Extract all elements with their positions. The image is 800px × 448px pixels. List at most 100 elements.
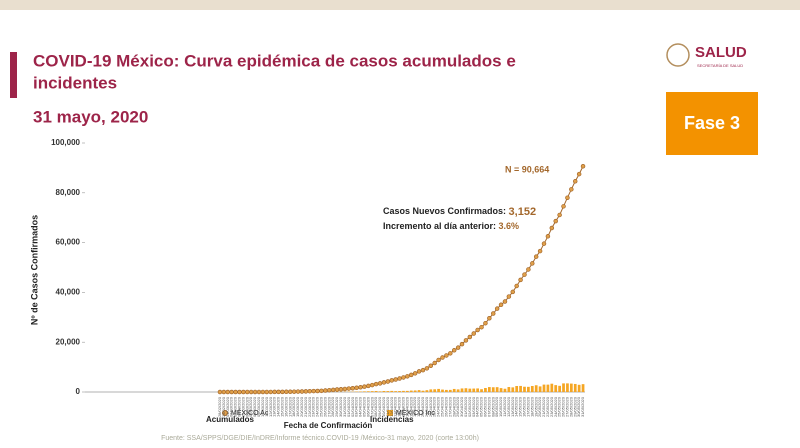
x-tick-label: 06/03/2020 xyxy=(244,396,249,417)
bar xyxy=(382,390,386,392)
point xyxy=(565,195,570,200)
point xyxy=(444,353,449,358)
bar xyxy=(558,385,561,392)
x-tick-label: 17/03/2020 xyxy=(287,396,292,417)
bar xyxy=(507,387,511,392)
point xyxy=(276,389,281,395)
x-tick-label: 16/04/2020 xyxy=(404,396,409,417)
point xyxy=(245,389,250,395)
x-tick-label: 02/04/2020 xyxy=(350,396,355,417)
new-label-text: Casos Nuevos Confirmados: xyxy=(383,206,506,216)
bar xyxy=(491,387,495,392)
point xyxy=(502,299,508,304)
bar xyxy=(437,388,440,392)
point xyxy=(248,389,254,395)
bar xyxy=(550,383,554,392)
point xyxy=(533,254,539,259)
point xyxy=(299,389,305,394)
x-tick-label: 19/04/2020 xyxy=(416,396,421,417)
x-tick-label: 26/05/2020 xyxy=(561,396,566,417)
point xyxy=(338,387,344,392)
x-tick-label: 24/05/2020 xyxy=(553,396,558,417)
point xyxy=(448,351,453,356)
point xyxy=(412,371,418,376)
x-tick-label: 09/04/2020 xyxy=(377,396,382,417)
x-tick-label: 15/05/2020 xyxy=(518,396,523,417)
bar xyxy=(523,386,526,392)
new-value: 3,152 xyxy=(509,206,537,218)
bar xyxy=(421,390,425,392)
bar xyxy=(499,388,503,392)
x-tick-label: 17/04/2020 xyxy=(408,396,413,417)
x-tick-label: 03/05/2020 xyxy=(471,396,476,417)
x-tick-label: 25/04/2020 xyxy=(440,396,445,417)
bar xyxy=(519,385,522,392)
inc-annotation: Incremento al día anterior: 3.6% xyxy=(383,221,519,231)
x-tick-label: 14/05/2020 xyxy=(514,396,519,417)
legend-swatch xyxy=(222,410,228,416)
bar xyxy=(515,386,519,392)
x-tick-label: 21/04/2020 xyxy=(424,396,429,417)
point xyxy=(494,306,500,311)
x-tick-label: 30/05/2020 xyxy=(576,396,581,417)
inc-label: Incidencias xyxy=(370,415,414,424)
total-annotation: N = 90,664 xyxy=(505,164,549,174)
bar xyxy=(530,385,534,392)
bar xyxy=(413,390,417,392)
bar xyxy=(363,391,366,392)
point xyxy=(436,357,441,363)
point xyxy=(385,379,391,384)
logo-emblem xyxy=(666,43,690,67)
x-tick-label: 01/03/2020 xyxy=(225,396,230,417)
point xyxy=(217,389,223,395)
point xyxy=(284,389,289,395)
point xyxy=(451,348,457,353)
x-tick-label: 16/03/2020 xyxy=(283,396,288,417)
point xyxy=(225,389,231,395)
point xyxy=(381,380,387,385)
point xyxy=(256,389,262,395)
point xyxy=(358,385,363,390)
bar xyxy=(409,390,413,392)
line xyxy=(219,166,584,393)
x-tick-label: 23/03/2020 xyxy=(311,396,316,417)
x-tick-label: 23/04/2020 xyxy=(432,396,437,417)
phase-box xyxy=(666,92,758,155)
x-tick-label: 19/03/2020 xyxy=(295,396,300,417)
acc-label: Acumulados xyxy=(206,415,255,424)
x-tick-label: 19/05/2020 xyxy=(533,396,538,417)
point xyxy=(487,316,492,321)
point xyxy=(327,387,332,393)
x-tick-label: 02/03/2020 xyxy=(229,396,234,417)
x-tick-label: 15/04/2020 xyxy=(401,396,406,417)
x-tick-label: 21/03/2020 xyxy=(303,396,308,417)
x-tick-label: 12/04/2020 xyxy=(389,396,394,417)
point xyxy=(221,389,227,395)
bar xyxy=(398,391,401,392)
point xyxy=(264,389,270,395)
y-tick-label: 20,000 xyxy=(56,337,81,346)
x-tick-label: 08/03/2020 xyxy=(252,396,257,417)
point xyxy=(463,338,469,343)
logo-text: SALUD xyxy=(695,44,747,61)
bar xyxy=(546,384,550,392)
bar xyxy=(487,387,491,392)
bar xyxy=(577,384,581,392)
point xyxy=(522,272,527,277)
bar xyxy=(527,386,530,392)
bar xyxy=(464,388,468,392)
x-tick-label: 25/03/2020 xyxy=(319,396,324,417)
x-tick-label: 27/03/2020 xyxy=(326,396,331,417)
point xyxy=(530,261,535,266)
x-tick-label: 09/05/2020 xyxy=(494,396,499,417)
x-tick-label: 29/03/2020 xyxy=(334,396,339,417)
x-tick-label: 25/05/2020 xyxy=(557,396,562,417)
point xyxy=(350,385,355,391)
y-tick-label: 100,000 xyxy=(51,138,80,147)
point xyxy=(569,187,574,192)
point xyxy=(498,302,504,308)
point xyxy=(541,241,547,246)
x-tick-label: 17/05/2020 xyxy=(525,396,530,417)
bar xyxy=(448,389,452,392)
